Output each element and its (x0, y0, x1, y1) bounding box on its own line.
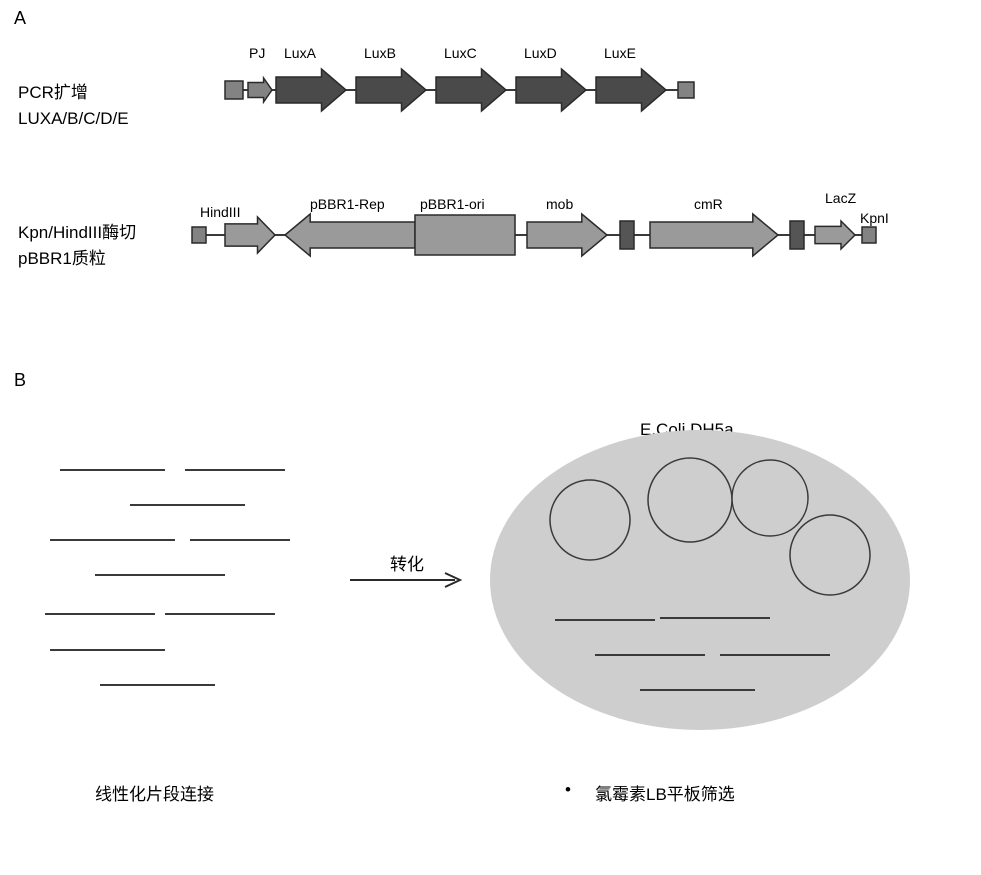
linear-fragments-left (45, 470, 290, 685)
construct2-shapes (192, 214, 876, 256)
diagram-svg (0, 0, 981, 875)
transform-arrow (350, 573, 460, 587)
construct1-shapes (225, 69, 694, 111)
